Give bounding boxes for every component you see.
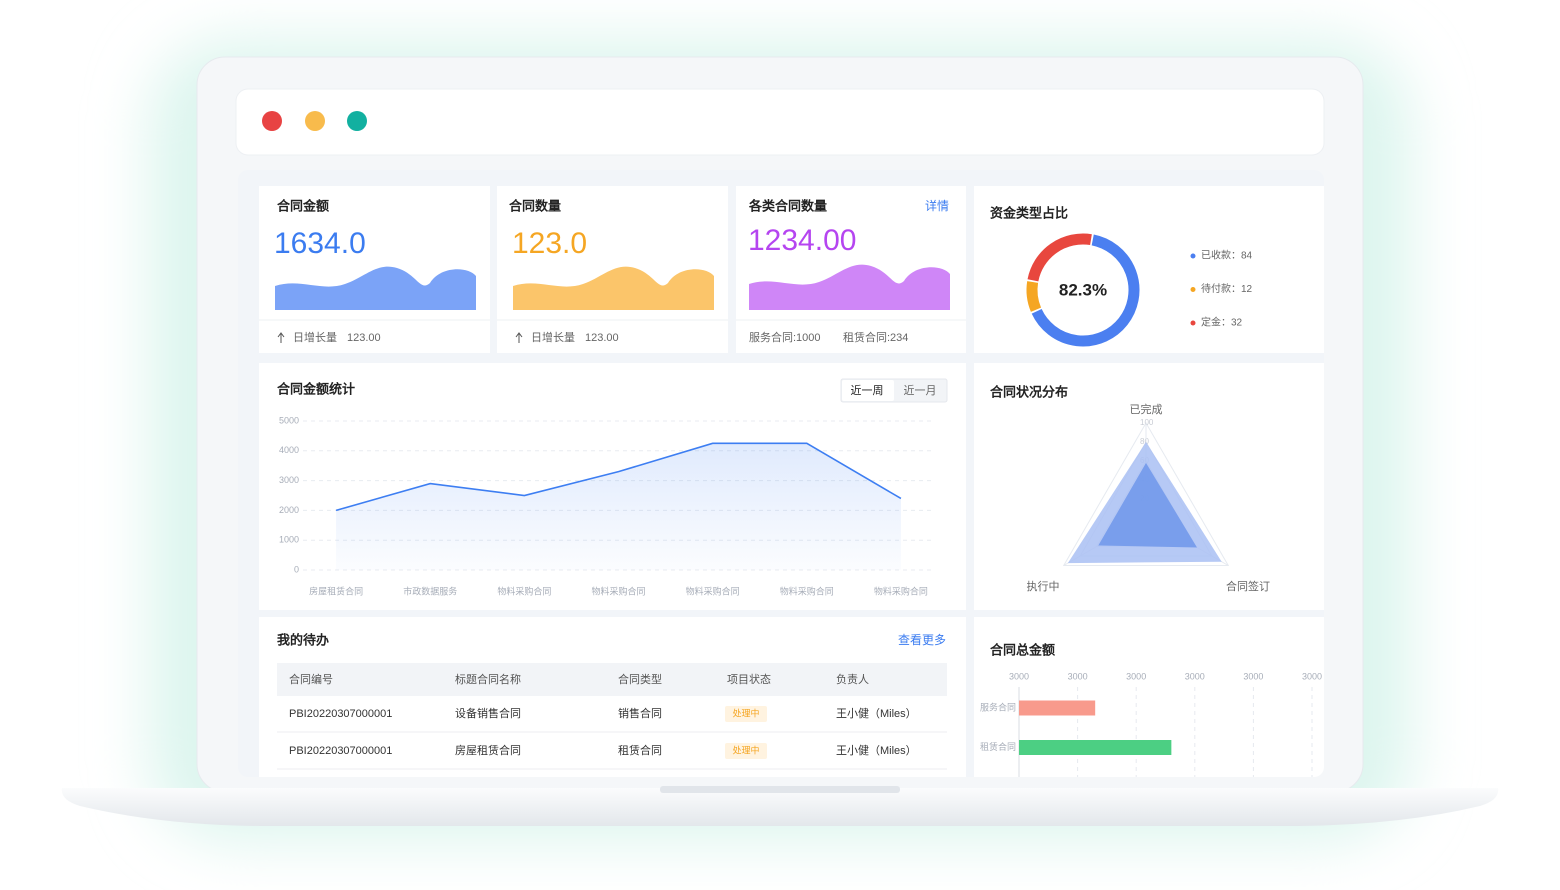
line: [335, 442, 902, 512]
table-cell: PBI20220307000001: [289, 745, 392, 757]
chart-title: 合同总金额: [990, 642, 1055, 657]
donut-segment: [1027, 233, 1092, 282]
status-badge: [725, 743, 767, 759]
bar: [1019, 740, 1172, 755]
window-dot[interactable]: [305, 111, 325, 131]
axis-label: 执行中: [1027, 579, 1060, 593]
card: [497, 186, 728, 353]
card-value: 1234.00: [748, 224, 856, 257]
card: [259, 617, 966, 777]
status-badge: [725, 706, 767, 722]
table-header: [277, 663, 947, 696]
window-dot[interactable]: [262, 111, 282, 131]
donut-segment: [1026, 281, 1042, 312]
table-header-cell: 项目状态: [727, 672, 771, 686]
legend-dot: [1190, 287, 1196, 292]
status-text: 处理中: [732, 707, 759, 718]
donut-center: 82.3%: [1059, 280, 1107, 299]
table-cell: 租赁合同: [618, 743, 662, 757]
sparkline: [749, 264, 950, 310]
footer-value: 123.00: [585, 332, 619, 344]
x-tick-label: 3000: [1126, 671, 1146, 681]
axis-label: 已完成: [1130, 402, 1163, 416]
table-title: 我的待办: [277, 632, 329, 647]
y-tick-label: 服务合同: [980, 701, 1016, 712]
table-header-cell: 负责人: [836, 672, 869, 686]
x-tick-label: 物料采购合同: [497, 585, 551, 596]
legend-label: 定金：32: [1201, 316, 1243, 329]
donut-segment: [1031, 234, 1140, 347]
sparkline: [275, 266, 476, 310]
legend-dot: [1190, 320, 1196, 326]
axis-label: 合同签订: [1226, 579, 1270, 593]
table-cell: 设备销售合同: [455, 706, 521, 720]
card-value: 1634.0: [274, 227, 366, 260]
footer-value: 123.00: [347, 332, 381, 344]
card-title: 各类合同数量: [748, 198, 827, 213]
r-tick-label: 80: [1140, 437, 1149, 446]
footer-item: 服务合同:1000: [749, 330, 821, 344]
chart-title: 合同金额统计: [277, 381, 355, 396]
window-header: [235, 88, 1325, 156]
x-tick-label: 3000: [1009, 671, 1029, 681]
x-tick-label: 物料采购合同: [686, 585, 740, 596]
x-tick-label: 物料采购合同: [780, 585, 834, 596]
tab[interactable]: 近一周: [851, 384, 884, 397]
legend-label: 待付款：12: [1201, 282, 1253, 295]
table-header-cell: 标题合同名称: [455, 672, 521, 686]
x-tick-label: 物料采购合同: [874, 585, 928, 596]
y-tick-label: 5000: [279, 415, 299, 425]
legend-label: 已收款：84: [1201, 249, 1253, 262]
table-header-cell: 合同类型: [618, 672, 662, 686]
window-dot[interactable]: [347, 111, 367, 131]
status-text: 处理中: [732, 744, 759, 755]
table-cell: 销售合同: [618, 706, 662, 720]
table-cell: 房屋租赁合同: [455, 743, 521, 757]
footer-label: 日增长量: [531, 330, 575, 344]
up-arrow: [515, 332, 523, 343]
chart-title: 合同状况分布: [990, 384, 1068, 399]
line-area: [336, 443, 901, 570]
card-title: 合同金额: [277, 198, 329, 213]
charts: 合同编号 标题合同名称 合同类型 项目状态 负责人 PBI20220307000001 设备…: [277, 233, 1322, 777]
x-tick-label: 市政数据服务: [403, 585, 457, 596]
x-tick-label: 3000: [1185, 671, 1205, 681]
chart-title: 资金类型占比: [990, 205, 1068, 220]
x-tick-label: 3000: [1243, 671, 1263, 681]
tab[interactable]: 近一月: [904, 384, 937, 397]
detail-link[interactable]: 详情: [925, 198, 949, 213]
laptop-notch: [660, 786, 900, 793]
bar: [1019, 700, 1096, 716]
sparkline: [513, 266, 714, 310]
table-cell: 王小健（Miles）: [836, 744, 917, 757]
x-tick-label: 3000: [1068, 671, 1088, 681]
y-tick-label: 1000: [279, 535, 299, 545]
x-tick-label: 房屋租赁合同: [309, 585, 363, 596]
y-tick-label: 4000: [279, 445, 299, 455]
card-value: 123.0: [512, 227, 587, 260]
table-cell: PBI20220307000001: [289, 708, 392, 720]
card-title: 合同数量: [509, 198, 561, 213]
x-tick-label: 3000: [1302, 671, 1322, 681]
y-tick-label: 0: [294, 564, 299, 574]
y-tick-label: 2000: [279, 505, 299, 515]
footer-label: 日增长量: [293, 330, 337, 344]
footer-item: 租赁合同:234: [843, 330, 908, 344]
y-tick-label: 租赁合同: [980, 741, 1016, 752]
grid-line: [1062, 421, 1230, 566]
card: [259, 186, 490, 353]
screen: 合同金额 1634.0 日增长量 123.00 合同数量 123.0 日增长量 …: [238, 170, 1324, 777]
table-cell: 王小健（Miles）: [836, 707, 917, 720]
more-link[interactable]: 查看更多: [898, 633, 946, 647]
up-arrow: [277, 332, 285, 343]
y-tick-label: 3000: [279, 475, 299, 485]
r-tick-label: 100: [1140, 418, 1154, 427]
tab-active: [842, 380, 894, 401]
x-tick-label: 物料采购合同: [591, 585, 645, 596]
legend-dot: [1190, 253, 1196, 259]
radar-area: [1098, 462, 1198, 548]
laptop-base: [61, 788, 1499, 826]
table-header-cell: 合同编号: [289, 672, 333, 686]
